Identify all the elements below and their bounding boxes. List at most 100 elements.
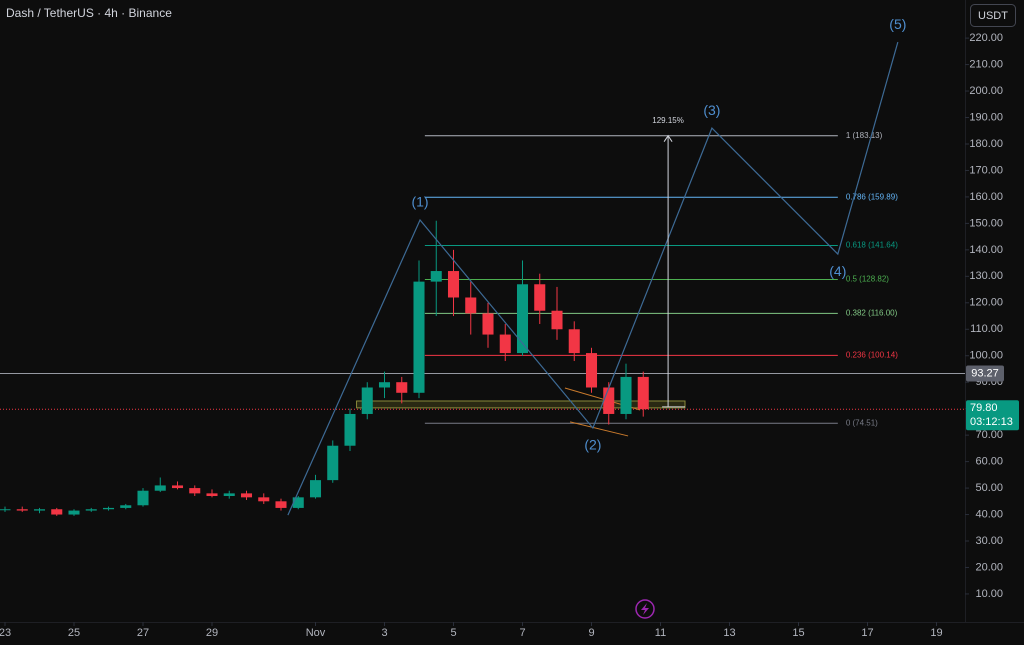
candle-body: [85, 509, 97, 511]
candle-body: [51, 509, 63, 515]
candle-body: [292, 497, 304, 508]
y-tick-label: 60.00: [975, 456, 1003, 468]
y-tick-label: 100.00: [969, 350, 1003, 362]
candle-body: [361, 387, 373, 414]
fib-level-label: 0.618 (141.64): [846, 241, 898, 250]
candle-body: [551, 310, 563, 330]
lightning-bolt[interactable]: [641, 603, 649, 615]
fib-level-label: 0.786 (159.89): [846, 192, 898, 201]
candle-body: [102, 507, 115, 510]
trendline: [569, 421, 629, 437]
wave-label: (1): [411, 194, 428, 210]
x-tick-label: 5: [450, 627, 456, 639]
x-tick-label: Nov: [306, 627, 326, 639]
fib-level-label: 0.236 (100.14): [846, 350, 898, 359]
wave-label: (4): [829, 263, 846, 279]
y-tick-label: 200.00: [969, 85, 1003, 97]
candle-body: [620, 376, 632, 414]
candle-body: [68, 510, 80, 515]
y-tick-label: 150.00: [969, 217, 1003, 229]
candle-body: [189, 488, 201, 494]
x-tick-label: 23: [0, 627, 11, 639]
hline-price-box: [966, 365, 1004, 382]
candle-body: [430, 271, 442, 282]
last-price-box: [966, 400, 1019, 431]
x-tick-label: 17: [861, 627, 873, 639]
y-tick-label: 70.00: [975, 429, 1003, 441]
candle-body: [534, 284, 546, 311]
wave-label: (3): [703, 102, 720, 118]
candle-body: [154, 485, 166, 491]
candle-body: [240, 493, 253, 498]
candle-body: [0, 509, 11, 511]
x-tick-label: 15: [792, 627, 804, 639]
y-tick-label: 140.00: [969, 244, 1003, 256]
candle-body: [465, 297, 477, 314]
candle-body: [16, 509, 28, 511]
candle-body: [499, 334, 511, 354]
hline-price-label: 93.27: [971, 367, 999, 379]
y-tick-label: 180.00: [969, 138, 1003, 150]
candle-body: [603, 387, 615, 414]
y-tick-label: 20.00: [975, 561, 1003, 573]
range-zone: [356, 400, 686, 409]
y-tick-label: 50.00: [975, 482, 1003, 494]
y-tick-label: 110.00: [970, 323, 1003, 335]
candle-body: [378, 382, 391, 388]
currency-button[interactable]: [970, 4, 1016, 27]
candle-body: [33, 509, 46, 511]
lightning-circle[interactable]: [635, 599, 655, 619]
y-tick-label: 210.00: [969, 58, 1003, 70]
candle-body: [137, 490, 149, 506]
wave-label: (2): [584, 437, 601, 453]
fib-level-label: 0.5 (128.82): [846, 275, 889, 284]
lightning-icon[interactable]: [635, 599, 655, 619]
candle-body: [482, 313, 494, 335]
x-tick-label: 27: [137, 627, 149, 639]
y-tick-label: 220.00: [969, 32, 1003, 44]
measure-label: 129.15%: [652, 116, 684, 125]
fib-level-label: 0.382 (116.00): [846, 308, 898, 317]
fib-level-label: 0 (74.51): [846, 418, 878, 427]
measure-arrowhead: [663, 134, 673, 142]
x-tick-label: 29: [206, 627, 218, 639]
wave-label: (5): [889, 16, 906, 32]
chart-title: Dash / TetherUS · 4h · Binance: [6, 6, 172, 20]
y-tick-label: 190.00: [969, 111, 1003, 123]
candle-body: [258, 497, 270, 502]
x-tick-label: 3: [381, 627, 387, 639]
currency-button-label[interactable]: USDT: [978, 10, 1008, 22]
x-tick-label: 11: [655, 627, 666, 639]
y-tick-label: 160.00: [969, 191, 1003, 203]
candle-body: [327, 445, 339, 481]
candle-body: [585, 353, 598, 388]
y-tick-label: 40.00: [975, 508, 1003, 520]
candle-body: [516, 284, 529, 354]
candle-body: [447, 271, 460, 298]
x-tick-label: 9: [588, 627, 594, 639]
candle-body: [413, 281, 425, 393]
candle-body: [568, 329, 580, 354]
x-tick-label: 7: [519, 627, 525, 639]
candle-body: [637, 376, 649, 410]
x-tick-label: 19: [930, 627, 942, 639]
candle-body: [396, 382, 408, 393]
elliott-wave: [287, 41, 899, 516]
x-tick-label: 25: [68, 627, 80, 639]
candle-body: [206, 493, 218, 497]
x-tick-label: 13: [723, 627, 735, 639]
y-tick-label: 170.00: [969, 164, 1003, 176]
y-tick-label: 130.00: [969, 270, 1003, 282]
candle-body: [344, 413, 356, 446]
last-price-label: 79.80: [970, 402, 998, 414]
candle-body: [120, 505, 132, 508]
candle-body: [309, 480, 322, 498]
y-tick-label: 30.00: [975, 535, 1003, 547]
candle-body: [275, 501, 287, 508]
y-tick-label: 10.00: [975, 588, 1003, 600]
y-tick-label: 120.00: [969, 297, 1003, 309]
fib-level-label: 1 (183.13): [846, 131, 883, 140]
countdown-label: 03:12:13: [970, 416, 1013, 428]
